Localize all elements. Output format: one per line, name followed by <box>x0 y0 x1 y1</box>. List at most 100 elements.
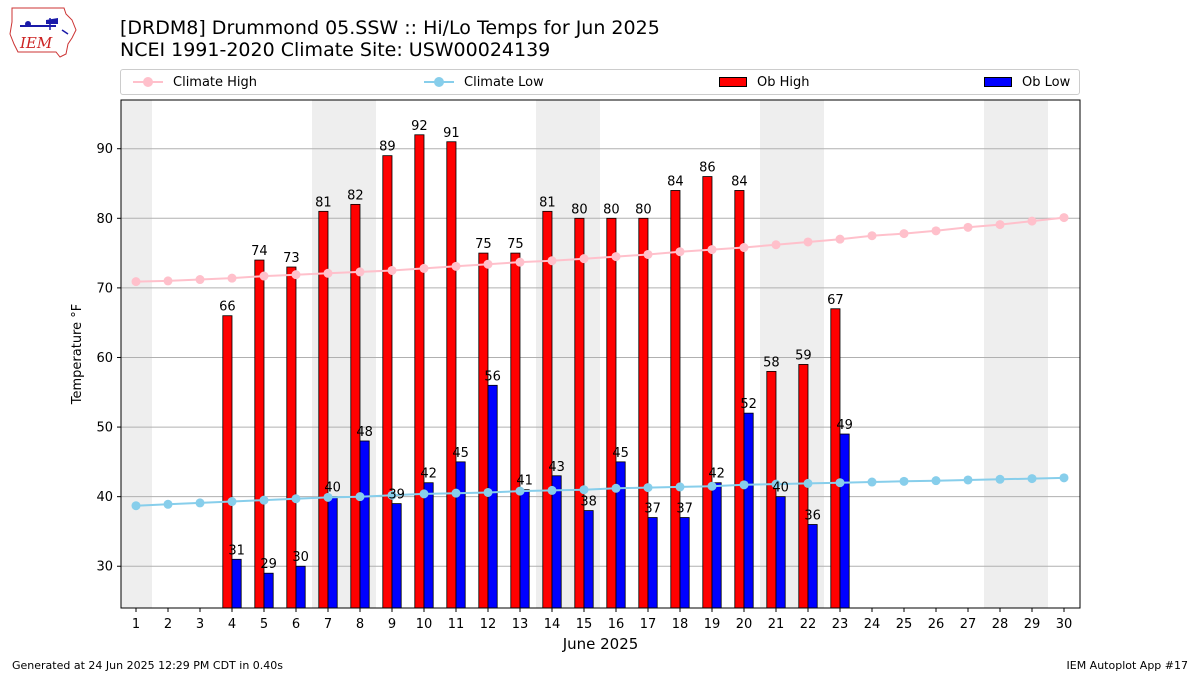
bar-ob-high-14 <box>542 210 553 609</box>
climate-low-point-15 <box>579 485 589 495</box>
label-ob-high-23: 67 <box>827 293 844 308</box>
label-ob-high-8: 82 <box>347 188 364 203</box>
bar-ob-low-21 <box>775 496 786 609</box>
label-ob-low-15: 38 <box>580 495 597 510</box>
label-ob-high-4: 66 <box>219 300 236 315</box>
climate-low-line <box>135 476 1065 507</box>
bar-ob-high-10 <box>414 134 425 609</box>
climate-high-point-22 <box>803 237 813 247</box>
bar-ob-high-11 <box>446 141 457 609</box>
label-ob-low-19: 42 <box>708 467 725 482</box>
bar-ob-low-22 <box>807 524 818 609</box>
label-ob-high-19: 86 <box>699 161 716 176</box>
bar-ob-high-17 <box>638 217 649 609</box>
logo-text: IEM <box>19 34 53 52</box>
label-ob-high-16: 80 <box>603 202 620 217</box>
bar-ob-low-20 <box>743 412 754 609</box>
label-ob-low-21: 40 <box>772 481 789 496</box>
climate-low-point-25 <box>899 476 909 486</box>
bar-ob-high-13 <box>510 252 521 609</box>
climate-low-point-28 <box>995 474 1005 484</box>
climate-low-point-16 <box>611 483 621 493</box>
label-ob-high-7: 81 <box>315 195 332 210</box>
iem-logo: IEM <box>9 7 77 58</box>
climate-high-point-14 <box>547 256 557 266</box>
legend-climate-low-marker <box>424 77 454 87</box>
footer-generated: Generated at 24 Jun 2025 12:29 PM CDT in… <box>12 659 284 672</box>
ytick-label-80: 80 <box>96 212 113 227</box>
climate-low-point-2 <box>163 499 173 509</box>
xtick-label-7: 7 <box>324 617 332 632</box>
label-ob-low-12: 56 <box>484 369 501 384</box>
weekend-band-29 <box>1016 100 1048 608</box>
weekend-band-15 <box>568 100 600 608</box>
bar-ob-low-16 <box>615 461 626 609</box>
climate-low-point-7 <box>323 492 333 502</box>
bar-ob-high-12 <box>478 252 489 609</box>
climate-low-point-18 <box>675 482 685 492</box>
weekend-band-7 <box>312 100 344 608</box>
xtick-label-9: 9 <box>388 617 396 632</box>
xtick-label-5: 5 <box>260 617 268 632</box>
label-ob-high-6: 73 <box>283 251 300 266</box>
xtick-label-17: 17 <box>640 617 657 632</box>
x-axis-label: June 2025 <box>562 635 639 653</box>
label-ob-high-15: 80 <box>571 202 588 217</box>
xtick-label-8: 8 <box>356 617 364 632</box>
climate-high-point-28 <box>995 220 1005 230</box>
climate-low-point-30 <box>1059 473 1069 483</box>
climate-high-point-21 <box>771 240 781 250</box>
xtick-label-16: 16 <box>608 617 625 632</box>
bar-ob-low-5 <box>263 572 274 609</box>
xtick-label-13: 13 <box>512 617 529 632</box>
climate-high-point-30 <box>1059 213 1069 223</box>
xtick-label-3: 3 <box>196 617 204 632</box>
climate-high-point-24 <box>867 231 877 241</box>
label-ob-high-5: 74 <box>251 244 268 259</box>
label-ob-high-12: 75 <box>475 237 492 252</box>
climate-high-point-11 <box>451 261 461 271</box>
label-ob-low-18: 37 <box>676 502 693 517</box>
climate-low-point-8 <box>355 492 365 502</box>
plot-frame <box>120 99 1081 609</box>
bar-ob-low-15 <box>583 510 594 609</box>
climate-high-point-8 <box>355 267 365 277</box>
label-ob-low-7: 40 <box>324 481 341 496</box>
xtick-label-30: 30 <box>1056 617 1073 632</box>
climate-low-point-10 <box>419 489 429 499</box>
weekend-band-1 <box>121 100 152 608</box>
climate-high-point-26 <box>931 226 941 236</box>
label-ob-low-4: 31 <box>228 543 245 558</box>
legend-ob-high-swatch <box>719 77 747 87</box>
ytick-label-40: 40 <box>96 490 113 505</box>
climate-low-point-3 <box>195 498 205 508</box>
climate-high-point-2 <box>163 276 173 286</box>
ytick-label-70: 70 <box>96 281 113 296</box>
label-ob-low-9: 39 <box>388 488 405 503</box>
legend-ob-high: Ob High <box>719 70 810 94</box>
bar-ob-low-4 <box>231 558 242 609</box>
label-ob-low-17: 37 <box>644 502 661 517</box>
xtick-label-22: 22 <box>800 617 817 632</box>
climate-low-point-11 <box>451 488 461 498</box>
chart-title: [DRDM8] Drummond 05.SSW :: Hi/Lo Temps f… <box>120 17 660 39</box>
bar-ob-high-4 <box>222 315 233 609</box>
label-ob-low-13: 41 <box>516 474 533 489</box>
legend-ob-high-label: Ob High <box>757 74 810 90</box>
climate-high-point-5 <box>259 271 269 281</box>
bar-ob-high-5 <box>254 259 265 609</box>
bar-ob-high-21 <box>766 370 777 609</box>
climate-low-point-4 <box>227 497 237 507</box>
weekend-band-28 <box>984 100 1016 608</box>
label-ob-low-22: 36 <box>804 508 821 523</box>
xtick-label-28: 28 <box>992 617 1009 632</box>
climate-high-point-27 <box>963 222 973 232</box>
bar-ob-high-19 <box>702 176 713 609</box>
climate-low-point-9 <box>387 490 397 500</box>
label-ob-low-6: 30 <box>292 550 309 565</box>
legend: Climate High Climate Low Ob High Ob Low <box>120 69 1080 95</box>
climate-high-line <box>135 216 1065 283</box>
climate-high-point-9 <box>387 265 397 275</box>
bar-ob-high-6 <box>286 266 297 609</box>
climate-high-point-6 <box>291 270 301 280</box>
